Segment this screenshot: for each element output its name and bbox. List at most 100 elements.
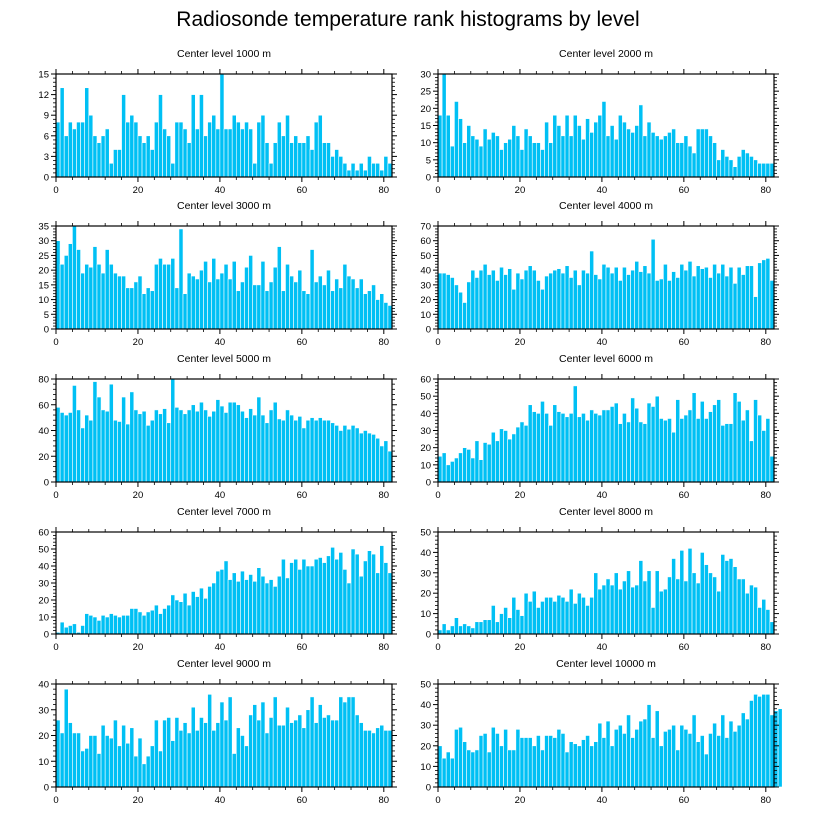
bar: [240, 570, 245, 635]
bar: [96, 142, 102, 178]
bar: [745, 592, 750, 635]
bar: [281, 558, 286, 635]
bar: [354, 553, 360, 635]
bar: [601, 409, 607, 483]
y-tick-label: 10: [420, 609, 431, 620]
bar: [704, 564, 709, 635]
bar: [92, 735, 98, 788]
bar: [235, 290, 241, 330]
bar: [572, 743, 578, 788]
bar: [104, 735, 110, 788]
bar: [203, 261, 208, 330]
bar: [256, 396, 262, 483]
bar: [556, 268, 562, 330]
bar: [642, 580, 648, 635]
bar: [560, 135, 566, 178]
bar: [219, 73, 225, 178]
bar: [301, 727, 307, 788]
bar: [55, 407, 61, 483]
bar: [581, 138, 586, 178]
bar: [354, 714, 360, 788]
bar: [568, 135, 574, 178]
plot-frame: [55, 73, 393, 178]
bar: [149, 419, 155, 483]
bar: [753, 693, 758, 788]
bar: [544, 121, 549, 178]
bar: [691, 275, 697, 330]
bar: [203, 722, 208, 788]
bar: [149, 290, 155, 330]
panel-4: Center level 4000 m 0 20 40 60 80 0 10 20 30 40 50 6…: [420, 200, 779, 348]
bar: [724, 423, 730, 483]
bar: [503, 729, 508, 788]
bar: [523, 269, 529, 330]
bar: [540, 749, 545, 788]
bar: [268, 409, 274, 483]
bar: [240, 128, 245, 178]
bar: [462, 741, 467, 788]
bar: [757, 262, 763, 330]
x-tick-label: 20: [515, 185, 526, 196]
bar: [215, 399, 221, 483]
bar: [113, 272, 118, 330]
bar: [59, 732, 65, 788]
y-tick-label: 60: [38, 528, 49, 539]
bar: [736, 724, 742, 788]
y-tick-label: 10: [38, 613, 49, 624]
bar: [108, 162, 114, 178]
bar: [593, 741, 599, 788]
bar: [589, 596, 595, 635]
bar: [199, 587, 204, 635]
x-tick-label: 20: [515, 490, 526, 501]
bar: [531, 590, 537, 635]
bar: [585, 118, 590, 178]
bar: [350, 425, 356, 483]
bar: [76, 732, 81, 788]
x-tick-label: 40: [215, 490, 226, 501]
bar: [203, 597, 208, 635]
bar: [276, 418, 282, 483]
bar: [708, 411, 713, 483]
bar: [736, 578, 742, 635]
bar: [597, 722, 603, 788]
bar: [342, 701, 348, 788]
bar: [342, 263, 348, 330]
bar: [100, 135, 106, 178]
bar: [84, 748, 90, 788]
y-tick-label: 0: [44, 783, 49, 794]
bar: [363, 169, 368, 178]
bar: [367, 156, 372, 178]
bar: [72, 225, 77, 330]
bar: [59, 412, 65, 483]
bar: [613, 729, 619, 788]
bar: [740, 712, 746, 788]
bar: [166, 717, 172, 788]
bar: [548, 272, 554, 330]
bar: [769, 455, 775, 483]
bar: [207, 586, 213, 635]
bar: [297, 269, 303, 330]
bar: [601, 737, 607, 788]
x-tick-label: 20: [133, 185, 144, 196]
bar: [305, 709, 311, 788]
bar: [458, 118, 463, 178]
bar: [264, 142, 270, 178]
bar: [100, 272, 106, 330]
bar: [617, 724, 623, 788]
y-tick-label: 20: [38, 266, 49, 277]
bar: [732, 283, 738, 330]
bar: [317, 114, 323, 178]
bar: [272, 401, 278, 483]
bar: [523, 592, 529, 635]
bar: [252, 162, 258, 178]
bar: [568, 741, 574, 788]
bar: [334, 425, 340, 483]
bar: [133, 409, 139, 483]
bar: [568, 413, 574, 483]
x-tick-label: 20: [515, 795, 526, 806]
bar: [708, 135, 713, 178]
bar: [548, 596, 554, 635]
panel-7: Center level 7000 m 0 20 40 60 80 0 10 20 30 40 50 6…: [38, 506, 397, 653]
bar: [478, 621, 484, 635]
bar: [358, 432, 364, 483]
